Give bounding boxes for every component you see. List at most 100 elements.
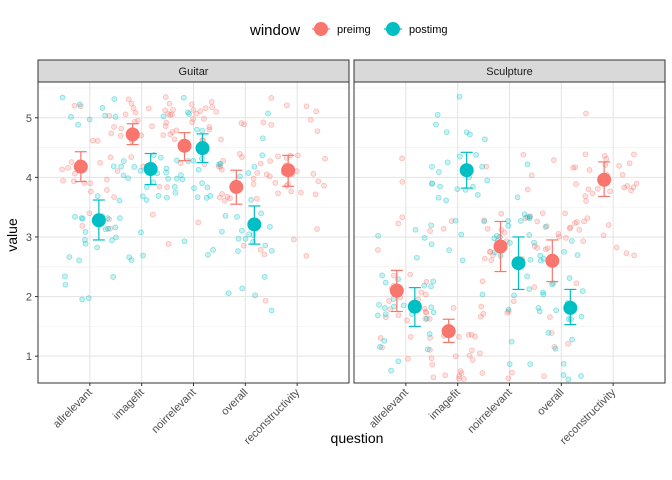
- jitter-point-preimg: [574, 219, 580, 225]
- jitter-point-postimg: [186, 111, 192, 117]
- x-tick-label: allrelevant: [367, 387, 411, 431]
- jitter-point-postimg: [216, 161, 222, 168]
- jitter-point-postimg: [574, 252, 581, 258]
- x-tick-label: allrelevant: [51, 387, 95, 431]
- jitter-point-preimg: [466, 352, 473, 359]
- jitter-point-preimg: [128, 154, 135, 160]
- jitter-point-preimg: [621, 184, 628, 191]
- jitter-point-preimg: [422, 308, 429, 315]
- jitter-point-preimg: [275, 190, 281, 197]
- legend-title: window: [249, 22, 300, 39]
- jitter-point-postimg: [531, 239, 537, 246]
- mean-point-postimg: [459, 163, 474, 178]
- jitter-point-preimg: [114, 168, 121, 174]
- jitter-point-postimg: [194, 126, 200, 133]
- jitter-point-preimg: [125, 96, 132, 103]
- jitter-point-preimg: [164, 184, 170, 190]
- jitter-point-postimg: [428, 283, 434, 290]
- jitter-point-postimg: [467, 131, 473, 138]
- jitter-point-postimg: [138, 229, 144, 236]
- jitter-point-preimg: [208, 99, 215, 105]
- jitter-point-preimg: [117, 132, 124, 139]
- jitter-point-preimg: [94, 138, 101, 144]
- jitter-point-postimg: [75, 121, 81, 128]
- jitter-point-preimg: [628, 187, 634, 194]
- jitter-point-preimg: [263, 171, 270, 178]
- x-tick-label: imagefit: [427, 387, 463, 423]
- jitter-point-preimg: [407, 271, 414, 278]
- jitter-point-postimg: [105, 225, 112, 232]
- x-tick-label: overall: [535, 387, 566, 418]
- jitter-point-postimg: [239, 285, 246, 292]
- jitter-point-postimg: [131, 163, 138, 170]
- jitter-point-preimg: [162, 123, 169, 129]
- y-tick-label: 2: [26, 292, 32, 304]
- jitter-point-postimg: [143, 184, 150, 190]
- jitter-point-postimg: [235, 248, 241, 254]
- jitter-point-postimg: [425, 346, 431, 353]
- jitter-point-preimg: [241, 121, 248, 128]
- jitter-point-preimg: [581, 218, 587, 225]
- jitter-point-postimg: [459, 257, 466, 264]
- jitter-point-preimg: [156, 183, 163, 190]
- jitter-point-preimg: [623, 250, 630, 257]
- jitter-point-preimg: [298, 189, 304, 196]
- errorbar-postimg: [143, 152, 158, 186]
- jitter-point-postimg: [561, 248, 567, 255]
- jitter-point-preimg: [630, 184, 637, 191]
- jitter-point-preimg: [573, 181, 579, 187]
- jitter-point-preimg: [162, 94, 169, 100]
- jitter-point-postimg: [203, 195, 210, 201]
- jitter-point-postimg: [246, 231, 252, 238]
- mean-point-preimg: [229, 179, 244, 194]
- jitter-point-preimg: [520, 151, 527, 158]
- errorbar-postimg: [407, 287, 422, 327]
- jitter-point-preimg: [423, 278, 430, 285]
- jitter-point-preimg: [528, 172, 535, 179]
- jitter-point-preimg: [472, 333, 478, 340]
- jitter-point-postimg: [549, 281, 555, 288]
- errorbar-preimg: [545, 239, 560, 283]
- jitter-point-postimg: [165, 175, 171, 182]
- jitter-point-postimg: [82, 229, 89, 235]
- jitter-point-postimg: [109, 237, 115, 244]
- jitter-point-postimg: [381, 337, 388, 344]
- legend: window preimg postimg: [249, 22, 448, 39]
- mean-point-preimg: [73, 159, 88, 174]
- jitter-point-preimg: [377, 335, 384, 341]
- jitter-point-preimg: [586, 167, 593, 173]
- jitter-point-preimg: [583, 198, 589, 204]
- jitter-point-postimg: [72, 213, 78, 220]
- jitter-point-preimg: [222, 197, 228, 204]
- jitter-point-postimg: [414, 254, 420, 261]
- jitter-point-preimg: [288, 188, 295, 195]
- jitter-point-preimg: [145, 105, 152, 112]
- jitter-point-postimg: [190, 157, 197, 164]
- jitter-point-preimg: [250, 181, 257, 187]
- facet-strip-label: Sculpture: [486, 66, 532, 78]
- jitter-point-postimg: [172, 189, 179, 196]
- jitter-point-preimg: [313, 108, 320, 115]
- jitter-point-preimg: [315, 178, 322, 185]
- jitter-point-postimg: [430, 309, 437, 316]
- jitter-point-preimg: [479, 278, 486, 285]
- jitter-point-postimg: [143, 197, 150, 203]
- jitter-point-preimg: [589, 190, 596, 197]
- jitter-point-postimg: [235, 235, 242, 242]
- jitter-point-postimg: [428, 241, 435, 248]
- errorbar-preimg: [597, 161, 612, 198]
- jitter-point-preimg: [567, 224, 574, 231]
- jitter-point-preimg: [253, 195, 260, 202]
- jitter-point-preimg: [195, 219, 202, 226]
- jitter-point-preimg: [555, 231, 562, 237]
- jitter-point-preimg: [457, 368, 464, 374]
- jitter-point-preimg: [260, 119, 267, 126]
- jitter-point-preimg: [430, 374, 437, 381]
- jitter-point-postimg: [102, 226, 109, 233]
- jitter-point-preimg: [423, 309, 430, 316]
- mean-markers: [389, 151, 612, 344]
- jitter-point-preimg: [469, 357, 476, 363]
- jitter-point-preimg: [442, 372, 449, 379]
- jitter-point-preimg: [267, 158, 274, 164]
- jitter-point-preimg: [173, 127, 180, 134]
